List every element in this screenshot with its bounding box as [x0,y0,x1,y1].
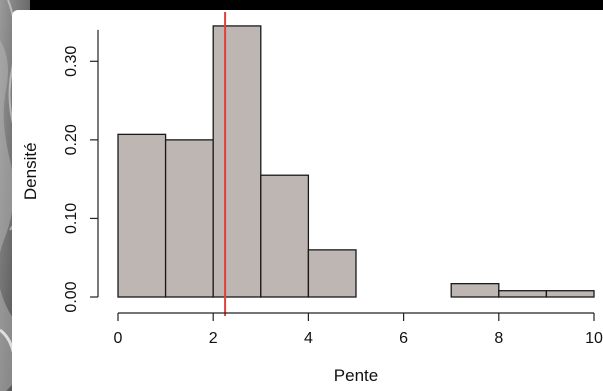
histogram-bar-9 [545,290,595,298]
x-tick-label-2: 4 [304,330,313,347]
histogram-bar-7 [450,282,500,298]
histogram-bar-2 [212,25,262,298]
bars-group [117,25,595,298]
x-axis-title: Pente [334,366,378,385]
x-tick-label-1: 2 [209,330,218,347]
y-tick-label-0: 0.00 [63,281,80,312]
y-axis-ticks: 0.00 0.10 0.20 0.30 [63,46,98,313]
y-tick-label-1: 0.10 [63,203,80,234]
histogram-bar-0 [117,133,167,298]
histogram-bar-1 [164,139,214,298]
x-tick-label-5: 10 [585,330,603,347]
histogram-bar-3 [260,174,310,298]
x-tick-label-4: 8 [494,330,503,347]
histogram-bar-4 [307,249,357,298]
y-tick-label-3: 0.30 [63,46,80,77]
x-tick-label-3: 6 [399,330,408,347]
x-axis-ticks: 0 2 4 6 8 10 [114,313,603,347]
y-axis-title: Densité [21,142,40,200]
x-tick-label-0: 0 [114,330,123,347]
histogram-bar-8 [498,290,548,298]
y-tick-label-2: 0.20 [63,124,80,155]
